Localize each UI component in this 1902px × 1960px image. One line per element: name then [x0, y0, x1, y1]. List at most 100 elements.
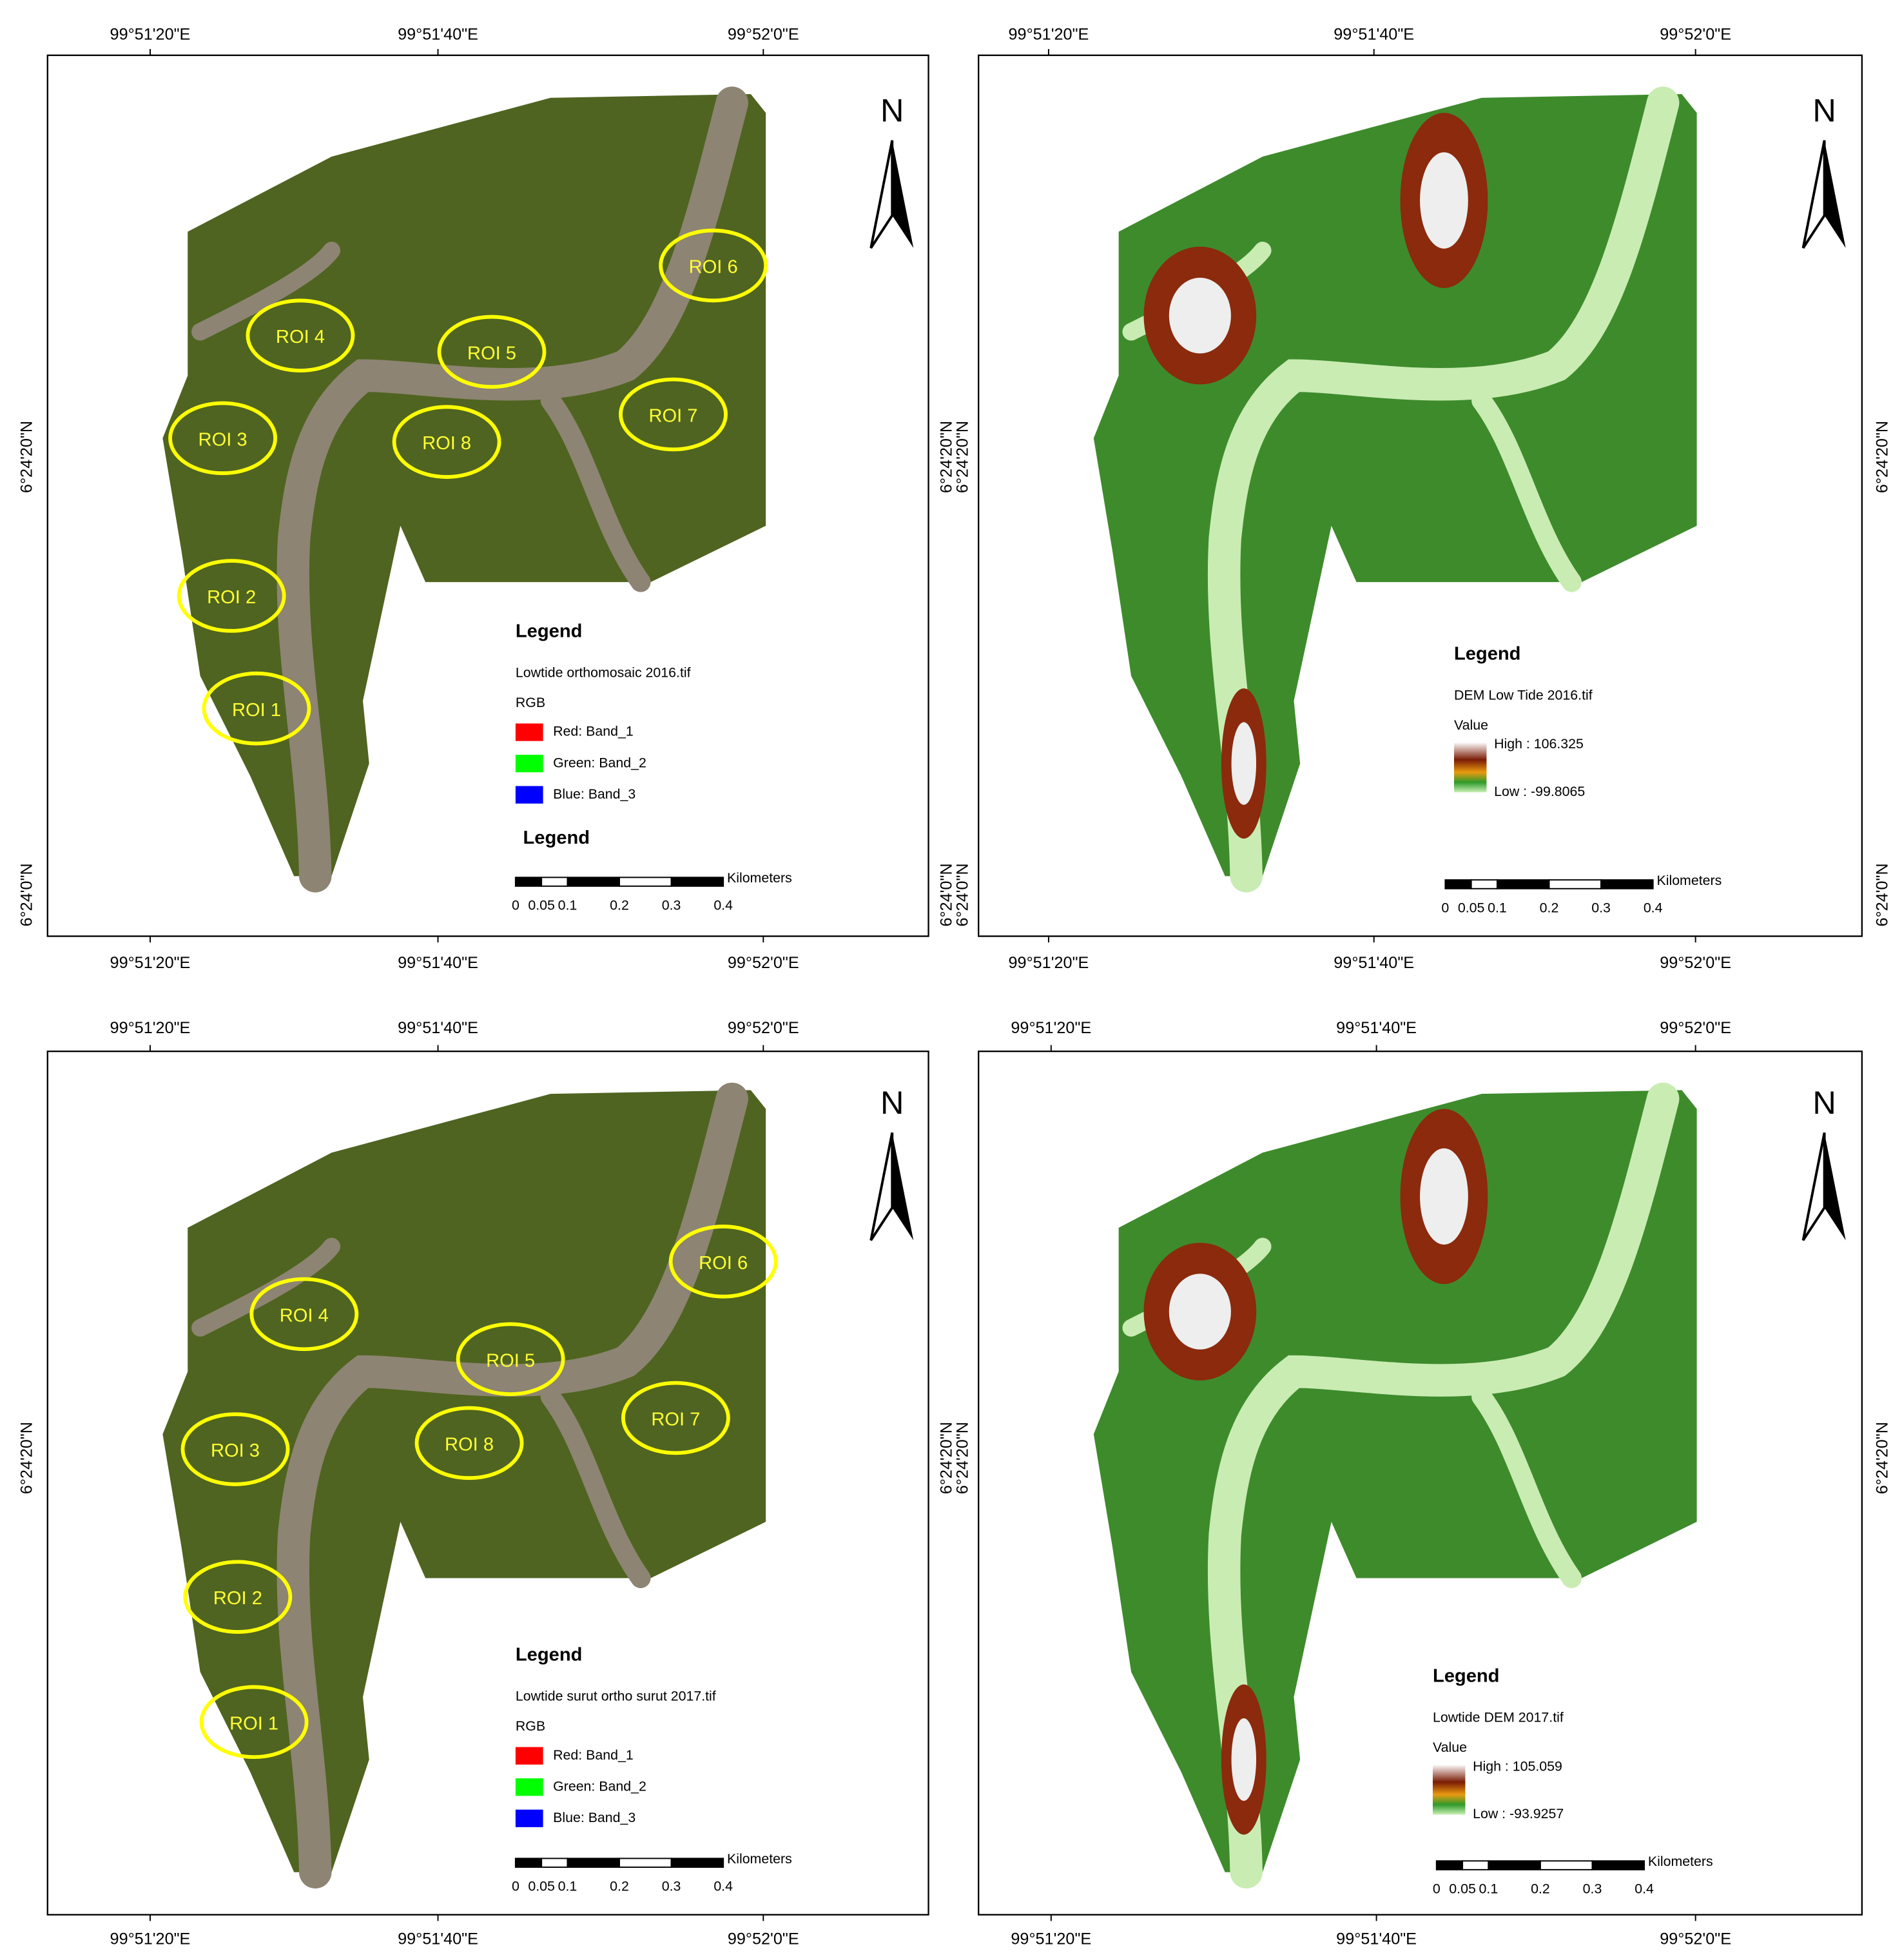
roi-outline	[437, 315, 547, 389]
map-panel	[162, 86, 766, 893]
scale-label: 0.1	[1488, 900, 1507, 915]
legend-swatch	[515, 755, 543, 773]
roi-outline	[249, 1277, 359, 1352]
roi-outline	[414, 1406, 524, 1480]
legend-high: High : 106.325	[1494, 736, 1584, 752]
coord-label: 99°51'40"E	[1336, 1019, 1417, 1037]
map-panel	[1093, 86, 1697, 893]
scale-label: 0.1	[558, 898, 577, 913]
coord-label: 6°24'20"N	[954, 1422, 972, 1494]
coord-label: 99°51'20"E	[110, 1930, 191, 1948]
coord-label: 99°51'40"E	[398, 1930, 478, 1948]
channel	[1207, 1082, 1680, 1888]
scale-segment	[541, 877, 568, 887]
scale-label: 0.05	[528, 1879, 555, 1894]
roi-outline	[199, 1685, 309, 1760]
scale-segment	[1462, 1860, 1490, 1870]
map-area	[1093, 93, 1697, 877]
coord-label: 99°51'40"E	[398, 1019, 478, 1037]
channel	[540, 1386, 651, 1589]
coord-label: 99°51'20"E	[1009, 25, 1089, 43]
scale-label: 0.4	[1644, 900, 1663, 915]
legend-band: Green: Band_2	[553, 755, 646, 770]
scale-label: 0.3	[1591, 900, 1611, 915]
map-panel	[162, 1082, 766, 1888]
legend-title: Legend	[1454, 643, 1521, 664]
scale-label: 0	[1441, 900, 1449, 915]
north-arrow	[1824, 1132, 1846, 1241]
north-arrow	[869, 140, 894, 249]
scale-label: 0.4	[1635, 1881, 1654, 1897]
roi-label: ROI 8	[422, 433, 471, 454]
scale-segment	[514, 1858, 543, 1868]
map-frame	[978, 1050, 1863, 1916]
roi-outline	[456, 1322, 565, 1397]
roi-label: ROI 7	[651, 1410, 700, 1430]
legend-band: Red: Band_1	[553, 724, 634, 739]
channel	[1471, 1386, 1582, 1589]
scale-segment	[670, 877, 724, 887]
north-arrow	[892, 1132, 914, 1241]
scale-segment	[1496, 879, 1550, 889]
scale-segment	[1600, 879, 1654, 889]
legend-band: Blue: Band_3	[553, 786, 636, 802]
legend-title: Legend	[516, 1645, 583, 1665]
north-arrow	[1801, 1132, 1826, 1241]
scale-segment	[514, 877, 543, 887]
legend-swatch	[515, 1809, 543, 1827]
legend-swatch	[515, 786, 543, 804]
coord-label: 6°24'20"N	[1874, 1422, 1892, 1494]
north-arrow	[869, 1132, 894, 1241]
scale-segment	[1591, 1860, 1645, 1870]
north-label: N	[880, 92, 904, 128]
scale-segment	[567, 877, 620, 887]
scale-label: 0.3	[1583, 1881, 1602, 1897]
legend-group: Value	[1454, 717, 1488, 733]
coord-label: 99°51'40"E	[1334, 25, 1414, 43]
legend-swatch	[515, 1747, 543, 1765]
roi-outline	[183, 1560, 293, 1634]
scale-label: 0.05	[1449, 1881, 1476, 1897]
coord-label: 99°51'40"E	[1336, 1930, 1417, 1948]
map-frame	[46, 1050, 929, 1916]
map-area	[162, 93, 766, 877]
channel	[1471, 391, 1582, 592]
legend-title: Legend	[516, 621, 583, 641]
high-elevation-peak	[1420, 1148, 1468, 1245]
coord-label: 99°52'0"E	[1660, 1019, 1731, 1037]
coord-label: 6°24'20"N	[17, 1422, 35, 1494]
scale-segment	[1435, 1860, 1464, 1870]
roi-outline	[668, 1225, 778, 1299]
roi-outline	[246, 298, 355, 373]
scale-label: 0.05	[528, 898, 555, 913]
scale-label: 0.1	[1479, 1881, 1499, 1897]
scale-segment	[1470, 879, 1498, 889]
channel	[191, 242, 341, 341]
roi-outline	[659, 228, 768, 303]
scale-label: 0.1	[558, 1879, 577, 1894]
roi-outline	[180, 1412, 290, 1486]
scale-segment	[619, 1858, 672, 1868]
roi-label: ROI 4	[276, 327, 325, 347]
roi-outline	[392, 405, 501, 479]
roi-label: ROI 2	[213, 1588, 262, 1609]
scale-label: 0.3	[662, 1879, 681, 1894]
legend-ramp	[1432, 1764, 1466, 1815]
high-elevation-peak	[1169, 1274, 1231, 1350]
north-label: N	[1812, 92, 1836, 128]
scale-segment	[541, 1858, 568, 1868]
channel	[277, 86, 748, 893]
roi-outline	[177, 559, 286, 633]
legend-title: Legend	[1433, 1666, 1500, 1687]
legend-layer: Lowtide surut ortho surut 2017.tif	[516, 1689, 716, 1704]
legend-band: Green: Band_2	[553, 1778, 646, 1794]
scale-segment	[1444, 879, 1472, 889]
coord-label: 6°24'0"N	[937, 863, 955, 926]
high-elevation-peak	[1420, 152, 1468, 249]
coord-label: 6°24'20"N	[937, 1422, 955, 1494]
coord-label: 99°52'0"E	[728, 954, 799, 972]
legend-group: RGB	[516, 695, 545, 710]
channel	[1207, 86, 1680, 893]
legend-title: Legend	[523, 828, 590, 848]
coord-label: 99°52'0"E	[1660, 25, 1731, 43]
